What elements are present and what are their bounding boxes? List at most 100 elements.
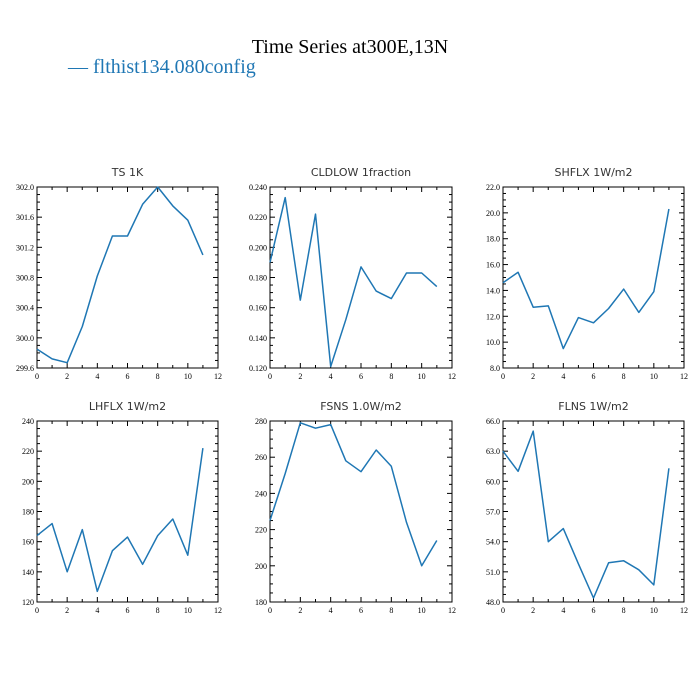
legend-line-icon: — — [68, 56, 88, 78]
series-line — [502, 208, 670, 350]
chart-panel: TS 1K 0 2 4 6 8 10 12 299.6 300.0 300.4 300.8 301.2 3… — [16, 166, 222, 381]
y-tick-label: 16.0 — [486, 261, 500, 270]
plot-frame — [36, 420, 219, 603]
x-tick-label: 4 — [561, 372, 565, 381]
y-tick-label: 200 — [22, 477, 34, 486]
chart-panel: FLNS 1W/m2 0 2 4 6 8 10 12 48.0 51.0 54.0 57.0 60.0 6… — [486, 400, 688, 615]
y-tick-label: 301.6 — [16, 213, 34, 222]
y-tick-label: 300.8 — [16, 274, 34, 283]
chart-title: SHFLX 1W/m2 — [554, 166, 632, 179]
x-tick-label: 4 — [95, 372, 99, 381]
y-tick-label: 180 — [22, 508, 34, 517]
x-tick-label: 2 — [531, 372, 535, 381]
plot-frame — [269, 420, 453, 603]
y-tick-label: 300.4 — [16, 304, 34, 313]
x-tick-label: 8 — [622, 606, 626, 615]
x-tick-label: 0 — [268, 606, 272, 615]
y-tick-label: 0.160 — [249, 304, 267, 313]
y-tick-label: 220 — [255, 526, 267, 535]
series-line — [269, 196, 438, 368]
y-tick-label: 301.2 — [16, 243, 34, 252]
y-tick-label: 0.140 — [249, 334, 267, 343]
y-tick-label: 160 — [22, 538, 34, 547]
y-tick-label: 240 — [22, 417, 34, 426]
x-tick-label: 8 — [389, 606, 393, 615]
x-tick-label: 6 — [126, 372, 130, 381]
x-tick-label: 6 — [359, 372, 363, 381]
x-tick-label: 10 — [650, 372, 658, 381]
plot-frame — [502, 420, 685, 603]
series-line — [502, 430, 670, 599]
x-tick-label: 10 — [418, 606, 426, 615]
x-tick-label: 4 — [95, 606, 99, 615]
chart-title: FLNS 1W/m2 — [558, 400, 628, 413]
y-tick-label: 0.220 — [249, 213, 267, 222]
x-tick-label: 0 — [501, 606, 505, 615]
x-tick-label: 10 — [184, 606, 192, 615]
y-tick-label: 0.240 — [249, 183, 267, 192]
x-tick-label: 6 — [592, 372, 596, 381]
y-tick-label: 48.0 — [486, 598, 500, 607]
x-tick-label: 8 — [389, 372, 393, 381]
series-line — [36, 447, 204, 593]
y-tick-label: 60.0 — [486, 477, 500, 486]
x-tick-label: 10 — [650, 606, 658, 615]
x-tick-label: 0 — [35, 372, 39, 381]
chart-panel: LHFLX 1W/m2 0 2 4 6 8 10 12 120 140 160 180 200 220 24… — [22, 400, 222, 615]
y-tick-label: 63.0 — [486, 447, 500, 456]
y-tick-label: 220 — [22, 447, 34, 456]
x-tick-label: 6 — [592, 606, 596, 615]
y-tick-label: 0.180 — [249, 274, 267, 283]
chart-panel: SHFLX 1W/m2 0 2 4 6 8 10 12 8.0 10.0 12.0 14.0 16.0 1… — [486, 166, 688, 381]
chart-panel: FSNS 1.0W/m2 0 2 4 6 8 10 12 180 200 220 240 260 280 — [255, 400, 456, 615]
x-tick-label: 0 — [35, 606, 39, 615]
x-tick-label: 0 — [501, 372, 505, 381]
y-tick-label: 66.0 — [486, 417, 500, 426]
y-tick-label: 299.6 — [16, 364, 34, 373]
x-tick-label: 2 — [65, 606, 69, 615]
y-tick-label: 120 — [22, 598, 34, 607]
x-tick-label: 8 — [156, 372, 160, 381]
x-tick-label: 6 — [359, 606, 363, 615]
x-tick-label: 12 — [214, 372, 222, 381]
y-tick-label: 51.0 — [486, 568, 500, 577]
x-tick-label: 2 — [298, 372, 302, 381]
legend: — flthist134.080config — [68, 56, 256, 79]
y-tick-label: 280 — [255, 417, 267, 426]
y-tick-label: 300.0 — [16, 334, 34, 343]
y-tick-label: 18.0 — [486, 235, 500, 244]
chart-panel: CLDLOW 1fraction 0 2 4 6 8 10 12 0.120 0.140 0.160… — [249, 166, 456, 381]
x-tick-label: 4 — [329, 372, 333, 381]
y-tick-label: 302.0 — [16, 183, 34, 192]
y-tick-label: 0.120 — [249, 364, 267, 373]
y-tick-label: 54.0 — [486, 538, 500, 547]
x-tick-label: 6 — [126, 606, 130, 615]
legend-label: flthist134.080config — [93, 56, 256, 78]
x-tick-label: 2 — [298, 606, 302, 615]
y-tick-label: 20.0 — [486, 209, 500, 218]
x-tick-label: 12 — [448, 606, 456, 615]
x-tick-label: 2 — [65, 372, 69, 381]
y-tick-label: 260 — [255, 453, 267, 462]
plot-frame — [36, 186, 219, 369]
y-tick-label: 57.0 — [486, 508, 500, 517]
x-tick-label: 4 — [329, 606, 333, 615]
chart-title: FSNS 1.0W/m2 — [320, 400, 402, 413]
x-tick-label: 12 — [680, 606, 688, 615]
chart-title: LHFLX 1W/m2 — [89, 400, 166, 413]
series-line — [269, 422, 438, 567]
y-tick-label: 12.0 — [486, 312, 500, 321]
y-tick-label: 14.0 — [486, 286, 500, 295]
y-tick-label: 10.0 — [486, 338, 500, 347]
y-tick-label: 140 — [22, 568, 34, 577]
x-tick-label: 8 — [622, 372, 626, 381]
x-tick-label: 2 — [531, 606, 535, 615]
x-tick-label: 8 — [156, 606, 160, 615]
chart-title: TS 1K — [111, 166, 144, 179]
x-tick-label: 12 — [448, 372, 456, 381]
chart-title: CLDLOW 1fraction — [311, 166, 411, 179]
y-tick-label: 180 — [255, 598, 267, 607]
figure-title: Time Series at300E,13N — [251, 36, 449, 58]
y-tick-label: 0.200 — [249, 243, 267, 252]
